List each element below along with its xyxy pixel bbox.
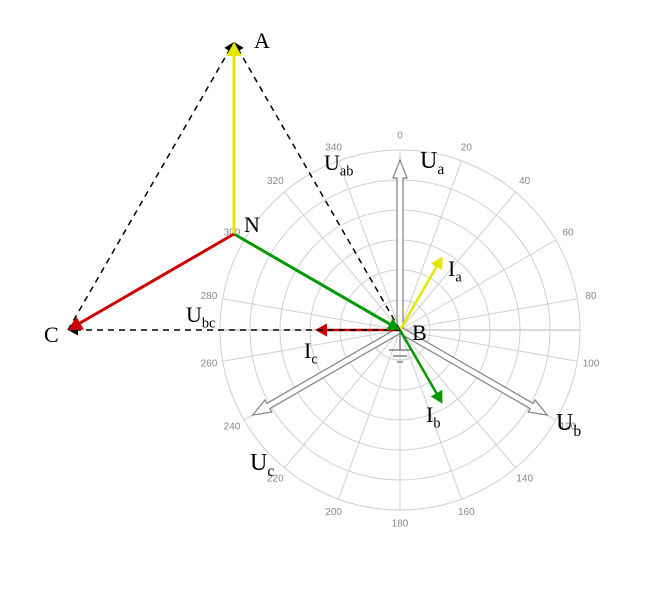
label-Ia: Ia	[448, 256, 462, 286]
arrow-Uc	[253, 327, 402, 415]
label-Ubc: Ubc	[186, 302, 215, 332]
svg-text:320: 320	[267, 176, 284, 187]
edge-BA	[239, 51, 400, 330]
svg-text:0: 0	[397, 131, 403, 142]
arrow-Ua	[393, 160, 407, 330]
phasor-diagram: 0204060801001201401601802002202402602803…	[0, 0, 668, 598]
svg-text:240: 240	[224, 422, 241, 433]
svg-text:80: 80	[585, 291, 597, 302]
edge-NC	[80, 234, 234, 323]
svg-text:260: 260	[201, 358, 218, 369]
svg-text:60: 60	[562, 228, 574, 239]
label-Ua: Ua	[420, 148, 444, 178]
label-C: C	[44, 322, 59, 347]
label-Ib: Ib	[426, 402, 440, 432]
svg-text:200: 200	[325, 507, 342, 518]
svg-text:180: 180	[392, 519, 409, 530]
svg-text:140: 140	[516, 473, 533, 484]
svg-text:40: 40	[519, 176, 531, 187]
svg-text:100: 100	[583, 358, 600, 369]
label-Uab: Uab	[324, 150, 353, 180]
edge-CA	[68, 51, 229, 330]
label-A: A	[254, 28, 270, 53]
svg-text:280: 280	[201, 291, 218, 302]
label-N: N	[244, 212, 260, 237]
label-Ic: Ic	[304, 338, 318, 368]
svg-text:160: 160	[458, 507, 475, 518]
svg-text:20: 20	[461, 142, 473, 153]
label-B: B	[412, 320, 427, 345]
label-Ub: Ub	[556, 410, 581, 440]
